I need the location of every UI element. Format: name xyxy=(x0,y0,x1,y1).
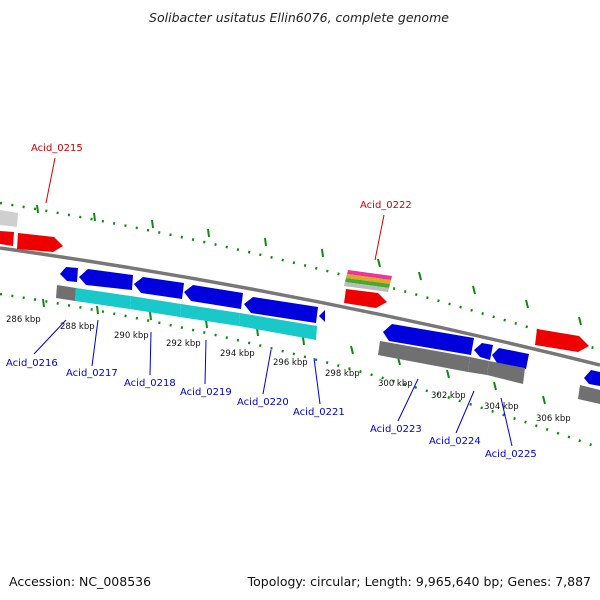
gene-label-acid-0217[interactable]: Acid_0217 xyxy=(66,368,118,379)
gene-label-acid-0222[interactable]: Acid_0222 xyxy=(360,200,412,211)
accession-text: Accession: NC_008536 xyxy=(9,574,151,589)
gene-label-acid-0224[interactable]: Acid_0224 xyxy=(429,436,481,447)
gene-acid-0225[interactable] xyxy=(487,361,525,384)
kbp-label: 302 kbp xyxy=(431,391,466,401)
kbp-label: 296 kbp xyxy=(273,358,308,368)
outer-major-ticks xyxy=(36,204,582,326)
cds-acid-0218[interactable] xyxy=(134,277,184,299)
inner-major-ticks xyxy=(42,298,546,405)
kbp-label: 300 kbp xyxy=(378,379,413,389)
cds-acid-0217[interactable] xyxy=(79,269,133,290)
cds-acid-0215[interactable] xyxy=(0,231,14,246)
kbp-tick-labels: 286 kbp 288 kbp 290 kbp 292 kbp 294 kbp … xyxy=(6,315,571,424)
kbp-label: 292 kbp xyxy=(166,339,201,349)
leader-line xyxy=(45,157,56,204)
cds-acid-0216[interactable] xyxy=(60,267,78,282)
map-title: Solibacter usitatus Ellin6076, complete … xyxy=(149,10,449,25)
cds-acid-0219[interactable] xyxy=(184,285,243,309)
gene-label-acid-0215[interactable]: Acid_0215 xyxy=(31,143,83,154)
outer-tick-ring xyxy=(0,201,600,352)
rna-feature-acid-0222[interactable] xyxy=(344,270,392,292)
cds-forward-gene-right[interactable] xyxy=(535,329,589,352)
gene-label-acid-0221[interactable]: Acid_0221 xyxy=(293,407,345,418)
kbp-label: 290 kbp xyxy=(114,331,149,341)
gene-label-acid-0220[interactable]: Acid_0220 xyxy=(237,397,289,408)
cds-reverse-gene-right[interactable] xyxy=(584,370,600,386)
gene-label-acid-0218[interactable]: Acid_0218 xyxy=(124,378,176,389)
gene-label-acid-0219[interactable]: Acid_0219 xyxy=(180,387,232,398)
gene-acid-0224[interactable] xyxy=(468,357,489,375)
topology-text: Topology: circular; Length: 9,965,640 bp… xyxy=(247,574,591,589)
cds-acid-0222[interactable] xyxy=(344,289,387,308)
genome-backbone xyxy=(0,246,600,367)
cds-acid-0215-faded[interactable] xyxy=(0,210,18,227)
kbp-label: 304 kbp xyxy=(484,402,519,412)
gene-acid-0217[interactable] xyxy=(75,288,131,309)
gene-label-acid-0216[interactable]: Acid_0216 xyxy=(6,358,58,369)
gene-acid-0223[interactable] xyxy=(378,341,470,372)
gene-label-acid-0223[interactable]: Acid_0223 xyxy=(370,424,422,435)
kbp-label: 306 kbp xyxy=(536,414,571,424)
kbp-label: 286 kbp xyxy=(6,315,41,325)
cds-acid-0224[interactable] xyxy=(474,343,493,360)
kbp-label: 298 kbp xyxy=(325,369,360,379)
cds-acid-0221[interactable] xyxy=(319,310,325,322)
gene-acid-0218[interactable] xyxy=(130,296,181,317)
cds-acid-0220[interactable] xyxy=(244,297,318,323)
gene-label-acid-0225[interactable]: Acid_0225 xyxy=(485,449,537,460)
gene-acid-0220[interactable] xyxy=(239,313,317,340)
cds-forward-gene[interactable] xyxy=(17,233,63,252)
gene-acid-0216[interactable] xyxy=(56,285,76,301)
cds-acid-0223[interactable] xyxy=(383,324,474,355)
gene-acid-0219[interactable] xyxy=(180,304,240,326)
leader-line xyxy=(374,214,385,261)
bottom-leader-lines xyxy=(33,319,513,447)
gene-reverse-right[interactable] xyxy=(578,385,600,404)
kbp-label: 288 kbp xyxy=(60,322,95,332)
kbp-label: 294 kbp xyxy=(220,349,255,359)
